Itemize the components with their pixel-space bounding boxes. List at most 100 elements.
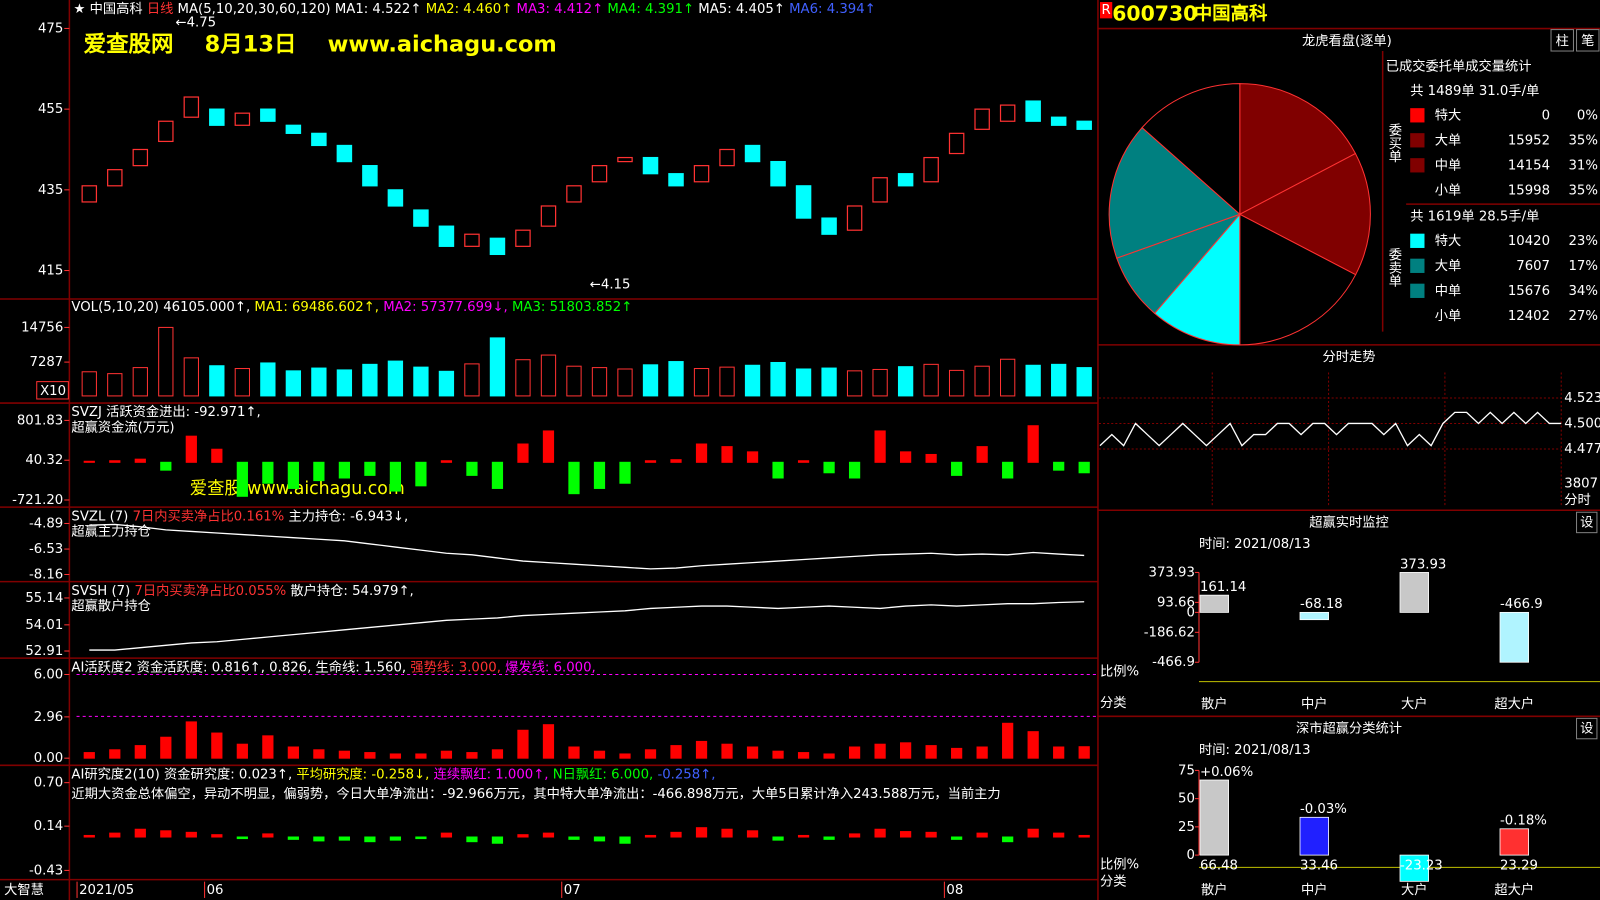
bar — [362, 363, 378, 397]
panel-header: VOL(5,10,20) 46105.000↑, MA1: 69486.602↑… — [71, 300, 632, 315]
value-label: 66.48 — [1200, 858, 1238, 873]
candle — [362, 165, 378, 187]
ma-value: MA4: 4.391↑ — [607, 2, 694, 17]
bar — [415, 836, 427, 840]
panel-item: 46105.000↑, — [163, 300, 250, 315]
stock-name: 中国高科 — [1194, 2, 1268, 24]
bar — [83, 460, 95, 463]
tab-button[interactable] — [1550, 29, 1574, 52]
bar — [234, 368, 250, 397]
change-label: +0.06% — [1200, 765, 1253, 780]
panel-title: SVZJ — [71, 405, 101, 420]
bar — [644, 749, 657, 759]
bar — [1499, 611, 1529, 663]
candle — [285, 124, 302, 134]
bar — [721, 828, 733, 838]
stock-code: 600730 — [1112, 1, 1197, 25]
bar — [644, 460, 657, 463]
panel-item: -0.258↑, — [657, 767, 715, 782]
x-tick-label: 08 — [946, 883, 963, 898]
bar — [619, 836, 631, 844]
candle — [81, 185, 98, 203]
tab-button[interactable] — [1576, 29, 1600, 52]
bar — [466, 836, 478, 843]
tab-title[interactable]: 龙虎看盘(逐单) — [1302, 32, 1392, 49]
pie-slice — [1238, 152, 1371, 276]
swatch — [1410, 258, 1425, 273]
bar — [619, 753, 631, 759]
bar — [287, 746, 299, 759]
bar — [644, 834, 657, 838]
pie-slice — [1239, 83, 1357, 216]
row-name: 中单 — [1435, 283, 1462, 299]
bar — [617, 368, 633, 397]
bar — [1002, 461, 1014, 479]
candle — [1050, 116, 1067, 126]
tab-button-label[interactable]: 柱 — [1556, 33, 1569, 49]
row-volume: 0 — [1542, 108, 1550, 123]
panel-item: 生命线: 1.560, — [316, 658, 407, 675]
row-pct: 35% — [1569, 133, 1598, 148]
x-tick-label: 06 — [207, 883, 224, 898]
panel-item: 连续飘红: 1.000↑, — [434, 766, 549, 782]
analysis-note: 近期大资金总体偏空，异动不明显，偏弱势，今日大单净流出：-92.966万元，其中… — [71, 785, 1000, 802]
stock-name: 中国高科 — [90, 0, 143, 17]
row-pct: 31% — [1569, 158, 1598, 173]
ma-value: MA3: 4.412↑ — [517, 2, 604, 17]
bar — [593, 461, 606, 489]
bar — [336, 369, 353, 397]
bar — [285, 370, 302, 397]
bar — [338, 750, 350, 759]
bar — [948, 369, 965, 397]
panel-item: N日飘红: 6.000, — [553, 766, 653, 782]
ma-value: MA5: 4.405↑ — [698, 2, 785, 17]
bar — [160, 830, 172, 838]
category-label: 散户 — [1201, 881, 1228, 898]
bar — [83, 834, 95, 838]
bar — [211, 448, 223, 463]
bar — [387, 360, 404, 397]
pie-slice — [1108, 126, 1241, 259]
candle — [821, 217, 837, 235]
category-label: 中户 — [1301, 695, 1328, 712]
bar — [566, 365, 582, 397]
y-tick-label: -721.20 — [12, 493, 63, 508]
bar — [262, 833, 274, 838]
bar — [1002, 722, 1014, 759]
panel-title: AI活跃度2 — [71, 659, 132, 675]
bar — [158, 326, 174, 397]
row-pct: 17% — [1569, 259, 1598, 274]
candle — [770, 160, 786, 187]
main-header: ★ 中国高科 日线 MA(5,10,20,30,60,120) MA1: 4.5… — [73, 0, 875, 17]
time-label: 时间: 2021/08/13 — [1199, 742, 1311, 758]
button[interactable] — [1576, 717, 1598, 740]
bar — [464, 363, 480, 397]
panel-item: 7日内买卖净占比0.161% — [133, 508, 285, 524]
bar — [311, 367, 327, 397]
bar — [925, 745, 937, 759]
bar — [951, 747, 963, 759]
bar — [236, 461, 248, 497]
candle — [336, 144, 353, 163]
row-pct: 23% — [1569, 234, 1598, 249]
bar — [848, 746, 861, 759]
y-tick-label: 4.523 — [1564, 391, 1600, 406]
button-label[interactable]: 设 — [1580, 721, 1593, 737]
button-label[interactable]: 设 — [1580, 514, 1593, 530]
button[interactable] — [1576, 511, 1598, 534]
bar — [695, 443, 708, 463]
candle — [234, 112, 251, 126]
y-tick-label: -8.16 — [29, 567, 63, 582]
swatch — [1410, 108, 1425, 123]
bar — [389, 753, 402, 759]
candle — [1076, 120, 1092, 130]
y-tick-label: 435 — [38, 183, 63, 198]
bar — [925, 453, 937, 463]
y-tick-label: 40.32 — [25, 453, 63, 468]
row-volume: 15998 — [1508, 183, 1550, 198]
tab-button-label[interactable]: 笔 — [1581, 33, 1594, 49]
bar — [1199, 779, 1229, 856]
bar — [262, 461, 274, 484]
bar — [1027, 731, 1039, 759]
bar — [848, 461, 861, 479]
